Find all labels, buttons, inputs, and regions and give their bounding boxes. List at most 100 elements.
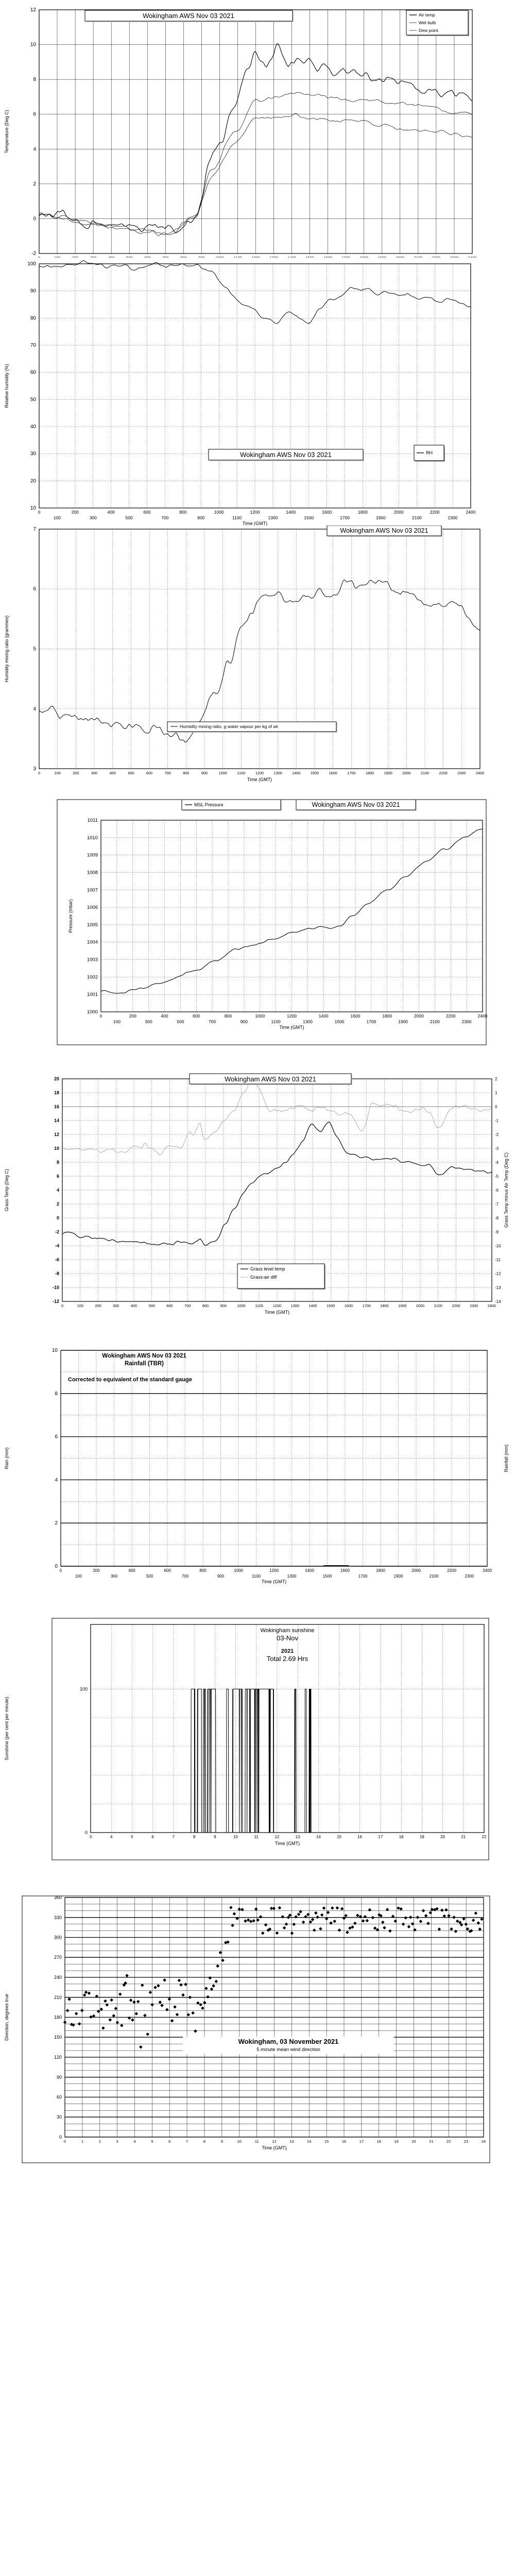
svg-text:-13: -13	[495, 1285, 501, 1290]
svg-text:100: 100	[75, 1574, 82, 1579]
svg-text:1003: 1003	[87, 957, 98, 963]
svg-text:23: 23	[464, 2139, 468, 2144]
svg-text:1900: 1900	[394, 1574, 403, 1579]
svg-text:1300: 1300	[274, 771, 282, 775]
svg-text:700: 700	[184, 1303, 191, 1308]
svg-text:1007: 1007	[87, 887, 98, 893]
svg-text:1500: 1500	[335, 1019, 345, 1024]
svg-text:8: 8	[193, 1835, 196, 1839]
svg-text:100: 100	[77, 1303, 83, 1308]
svg-text:1300: 1300	[291, 1303, 299, 1308]
svg-text:21: 21	[461, 1835, 466, 1839]
svg-text:Time (GMT): Time (GMT)	[275, 1841, 300, 1846]
svg-text:Rainfall (mm): Rainfall (mm)	[504, 1445, 509, 1472]
svg-text:100: 100	[80, 1686, 88, 1691]
svg-text:Wokingham, 03 November 2021: Wokingham, 03 November 2021	[238, 2038, 339, 2045]
svg-text:1500: 1500	[304, 515, 314, 520]
svg-text:1004: 1004	[87, 940, 98, 945]
svg-text:3: 3	[116, 2139, 118, 2144]
svg-text:1011: 1011	[88, 818, 98, 823]
svg-text:Wokingham AWS Nov 03 2021: Wokingham AWS Nov 03 2021	[340, 527, 428, 534]
svg-text:5: 5	[131, 1835, 133, 1839]
svg-text:-10: -10	[495, 1244, 501, 1248]
svg-text:Temperature (Deg C): Temperature (Deg C)	[4, 110, 9, 154]
svg-text:1900: 1900	[376, 515, 386, 520]
svg-text:400: 400	[110, 771, 116, 775]
svg-text:4: 4	[55, 1477, 58, 1483]
svg-text:17: 17	[359, 2139, 364, 2144]
svg-text:200: 200	[93, 1568, 100, 1573]
svg-text:Grass level temp: Grass level temp	[250, 1266, 285, 1272]
svg-text:2: 2	[495, 1077, 497, 1081]
svg-text:11: 11	[254, 1835, 259, 1839]
svg-text:-7: -7	[495, 1202, 499, 1207]
svg-text:6: 6	[57, 1174, 59, 1179]
svg-text:900: 900	[241, 1019, 248, 1024]
svg-text:0: 0	[33, 216, 36, 222]
svg-text:-6: -6	[55, 1257, 59, 1262]
svg-text:50: 50	[30, 397, 37, 402]
svg-text:2400: 2400	[478, 1013, 488, 1019]
svg-text:1800: 1800	[376, 1568, 385, 1573]
svg-text:100: 100	[55, 771, 61, 775]
svg-text:1000: 1000	[87, 1009, 98, 1015]
svg-text:800: 800	[183, 771, 189, 775]
svg-text:600: 600	[193, 1013, 200, 1019]
svg-text:1: 1	[495, 1091, 497, 1095]
svg-text:1400: 1400	[319, 1013, 329, 1019]
svg-text:1009: 1009	[87, 853, 98, 858]
svg-text:2000: 2000	[394, 510, 404, 515]
svg-text:800: 800	[179, 510, 186, 515]
svg-text:600: 600	[164, 1568, 171, 1573]
svg-text:2100: 2100	[430, 1574, 439, 1579]
svg-text:330: 330	[54, 1915, 62, 1920]
svg-text:-12: -12	[495, 1272, 501, 1276]
svg-text:2200: 2200	[446, 1013, 456, 1019]
svg-text:1: 1	[81, 2139, 83, 2144]
svg-text:8: 8	[57, 1160, 59, 1165]
svg-text:6: 6	[33, 112, 36, 117]
svg-text:1000: 1000	[214, 510, 224, 515]
svg-text:Air temp: Air temp	[419, 12, 435, 18]
svg-text:500: 500	[146, 1574, 153, 1579]
svg-text:1200: 1200	[287, 1013, 297, 1019]
svg-text:100: 100	[27, 261, 36, 267]
svg-text:6: 6	[55, 1434, 58, 1440]
svg-text:1700: 1700	[340, 515, 350, 520]
svg-text:30: 30	[57, 2114, 62, 2120]
svg-text:11: 11	[255, 2139, 259, 2144]
svg-text:1800: 1800	[358, 510, 368, 515]
svg-text:1002: 1002	[87, 974, 98, 980]
svg-text:2300: 2300	[457, 771, 466, 775]
svg-text:7: 7	[173, 1835, 175, 1839]
svg-text:600: 600	[143, 510, 150, 515]
svg-text:13: 13	[296, 1835, 300, 1839]
svg-text:700: 700	[165, 771, 171, 775]
svg-text:2: 2	[33, 181, 36, 187]
svg-text:Humidity mixing ratio (grammes: Humidity mixing ratio (grammes)	[4, 616, 9, 683]
svg-text:Grass Temp (Deg C): Grass Temp (Deg C)	[4, 1169, 9, 1211]
svg-text:400: 400	[108, 510, 115, 515]
svg-text:2300: 2300	[448, 515, 458, 520]
svg-text:16: 16	[54, 1104, 59, 1109]
svg-text:1900: 1900	[398, 1019, 408, 1024]
svg-text:Wokingham AWS Nov 03 2021: Wokingham AWS Nov 03 2021	[312, 801, 400, 808]
svg-text:200: 200	[129, 1013, 136, 1019]
svg-text:Wet bulb: Wet bulb	[419, 20, 436, 25]
svg-text:2200: 2200	[452, 1303, 460, 1308]
svg-text:1500: 1500	[323, 1574, 332, 1579]
svg-text:1100: 1100	[271, 1019, 281, 1024]
svg-text:Rain (mm): Rain (mm)	[4, 1447, 9, 1469]
svg-text:150: 150	[54, 2035, 62, 2040]
svg-text:800: 800	[225, 1013, 232, 1019]
svg-text:2200: 2200	[430, 510, 440, 515]
svg-text:1800: 1800	[380, 1303, 388, 1308]
svg-text:10: 10	[237, 2139, 242, 2144]
svg-text:-5: -5	[495, 1174, 499, 1179]
svg-text:5 minute mean wind direction: 5 minute mean wind direction	[256, 2047, 320, 2053]
svg-text:Wokingham AWS Nov 03 2021: Wokingham AWS Nov 03 2021	[240, 451, 332, 459]
svg-text:2000: 2000	[416, 1303, 424, 1308]
svg-text:15: 15	[337, 1835, 341, 1839]
svg-text:1006: 1006	[87, 905, 98, 910]
svg-text:15: 15	[324, 2139, 329, 2144]
